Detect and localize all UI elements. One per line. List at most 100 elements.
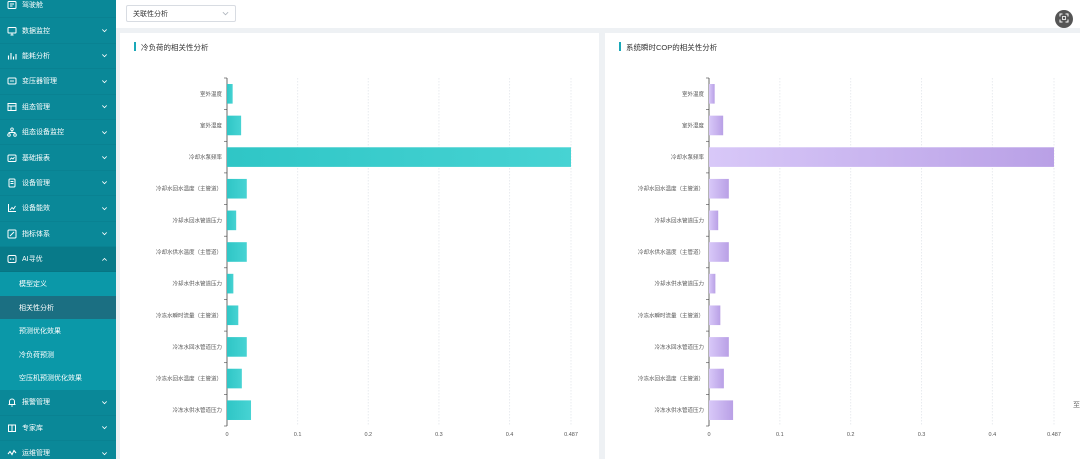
sidebar-item-label: 设备能效 xyxy=(22,205,50,213)
bar xyxy=(227,242,247,262)
analysis-select-value: 关联性分析 xyxy=(133,10,168,18)
sidebar-item[interactable]: 专家库 xyxy=(0,416,116,442)
x-tick-label: 0.487 xyxy=(564,432,578,438)
y-tick-label: 冷冻水回水温度（主管道） xyxy=(638,375,704,383)
sidebar-item-label: 运维管理 xyxy=(22,450,50,458)
cop-chart-title: 系统瞬时COP的相关性分析 xyxy=(619,42,717,53)
sidebar-item[interactable]: 驾驶舱 xyxy=(0,0,116,19)
y-tick-label: 冷冻水回水管道压力 xyxy=(654,343,704,351)
sidebar-item[interactable]: 组态设备监控 xyxy=(0,120,116,146)
config-icon xyxy=(7,102,17,112)
sidebar-subitem[interactable]: 冷负荷预测 xyxy=(0,343,116,367)
chevron-down-icon xyxy=(100,204,108,212)
y-tick-label: 冷却水回水温度（主管道） xyxy=(638,185,704,193)
x-tick-label: 0.3 xyxy=(918,432,926,438)
bar xyxy=(227,115,242,136)
sidebar-item-label: 变压器管理 xyxy=(22,78,57,86)
sidebar-item[interactable]: 指标体系 xyxy=(0,222,116,247)
chevron-down-icon xyxy=(100,449,108,457)
y-tick-label: 冷冻水回水管道压力 xyxy=(172,343,222,351)
y-tick-label: 冷却水回水管道压力 xyxy=(172,216,222,224)
sidebar-item[interactable]: 设备管理 xyxy=(0,171,116,197)
bar xyxy=(227,147,571,167)
bar xyxy=(709,400,734,420)
sidebar-item-label: 报警管理 xyxy=(22,399,50,407)
sidebar-subitem[interactable]: 空压机预测优化效果 xyxy=(0,366,116,391)
sidebar-item[interactable]: 变压器管理 xyxy=(0,69,116,95)
chevron-up-icon xyxy=(100,255,108,263)
indicator-icon xyxy=(7,229,17,239)
energy-icon xyxy=(7,51,17,61)
bar xyxy=(227,178,247,199)
alarm-icon xyxy=(7,397,17,407)
y-tick-label: 室外温度 xyxy=(682,90,705,98)
y-tick-label: 冷却水供水温度（主管道） xyxy=(638,248,704,256)
sidebar-item-label: 能耗分析 xyxy=(22,52,50,60)
y-tick-label: 室外温度 xyxy=(200,90,223,98)
ai-icon xyxy=(7,254,17,264)
ops-icon xyxy=(7,448,17,458)
chevron-down-icon xyxy=(100,424,108,432)
sidebar-subitem[interactable]: 预测优化效果 xyxy=(0,319,116,344)
bar xyxy=(227,400,252,420)
sidebar-item-label: 基础报表 xyxy=(22,154,50,162)
sidebar-item[interactable]: 数据监控 xyxy=(0,18,116,44)
bar xyxy=(709,305,721,326)
bar xyxy=(709,115,724,136)
y-tick-label: 冷却水泵频率 xyxy=(189,153,223,161)
sidebar-item-label: AI寻优 xyxy=(22,256,43,264)
y-tick-label: 冷却水供水管道压力 xyxy=(654,280,704,288)
y-tick-label: 室外湿度 xyxy=(200,121,223,129)
sidebar-item[interactable]: 设备能效 xyxy=(0,196,116,222)
x-tick-label: 0.3 xyxy=(435,432,443,438)
cooling-load-panel: 冷负荷的相关性分析 室外温度 室外湿度 冷却水泵频率 冷却水回水温度（主管道） 冷却水回… xyxy=(120,33,599,459)
sidebar-item[interactable]: 组态管理 xyxy=(0,95,116,120)
bar xyxy=(709,147,1054,167)
x-tick-label: 0.2 xyxy=(364,432,372,438)
bar xyxy=(227,305,239,326)
device-tree-icon xyxy=(7,127,17,137)
y-tick-label: 冷冻水回水温度（主管道） xyxy=(156,375,222,383)
cop-panel: 系统瞬时COP的相关性分析 室外温度 室外湿度 冷却水泵频率 冷却水回水温度（主管道）… xyxy=(605,33,1080,459)
bar xyxy=(709,273,716,294)
y-tick-label: 冷却水回水温度（主管道） xyxy=(156,185,222,193)
sidebar-item[interactable]: 运维管理 xyxy=(0,441,116,459)
report-icon xyxy=(7,153,17,163)
y-tick-label: 室外湿度 xyxy=(682,121,705,129)
sidebar-item[interactable]: 基础报表 xyxy=(0,145,116,171)
sidebar-subitem[interactable]: 相关性分析 xyxy=(0,295,116,320)
y-tick-label: 冷冻水供水管道压力 xyxy=(172,406,222,414)
sidebar-item-label: 组态管理 xyxy=(22,103,50,111)
chevron-down-icon xyxy=(100,154,108,162)
chevron-down-icon xyxy=(222,10,229,19)
sidebar-item-label: 设备管理 xyxy=(22,179,50,187)
x-tick-label: 0.2 xyxy=(847,432,855,438)
fullscreen-icon xyxy=(1059,10,1069,28)
sidebar-item[interactable]: 报警管理 xyxy=(0,390,116,416)
toolbar: 关联性分析 xyxy=(116,0,1080,28)
fullscreen-button[interactable] xyxy=(1055,10,1073,28)
chevron-down-icon xyxy=(100,77,108,85)
sidebar-item-label: 专家库 xyxy=(22,424,43,432)
transformer-icon xyxy=(7,76,17,86)
chevron-down-icon xyxy=(100,398,108,406)
bar xyxy=(709,337,729,357)
x-tick-label: 0 xyxy=(707,432,710,438)
chevron-down-icon xyxy=(100,27,108,35)
y-tick-label: 冷却水供水温度（主管道） xyxy=(156,248,222,256)
y-tick-label: 冷却水回水管道压力 xyxy=(654,216,704,224)
chevron-down-icon xyxy=(100,128,108,136)
sidebar-item[interactable]: 能耗分析 xyxy=(0,44,116,70)
expert-icon xyxy=(7,423,17,433)
device-icon xyxy=(7,178,17,188)
edge-text: 至 xyxy=(1073,402,1080,409)
bar xyxy=(709,178,729,199)
analysis-select[interactable]: 关联性分析 xyxy=(126,5,236,22)
bar xyxy=(227,337,247,357)
sidebar-subitem[interactable]: 模型定义 xyxy=(0,272,116,296)
x-tick-label: 0.1 xyxy=(294,432,302,438)
sidebar-item[interactable]: AI寻优 xyxy=(0,246,116,273)
x-tick-label: 0.4 xyxy=(989,432,997,438)
